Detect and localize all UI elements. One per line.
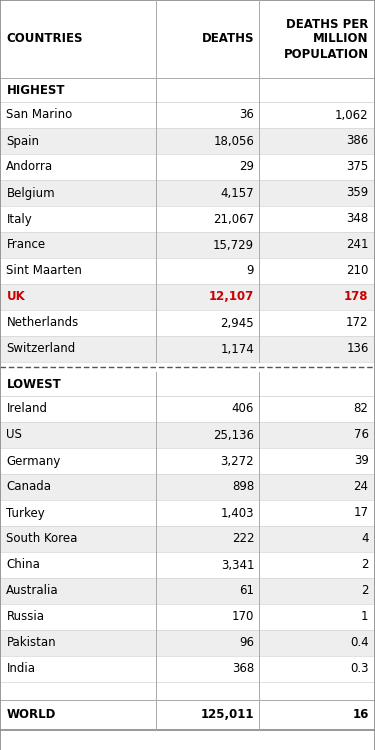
Text: India: India	[6, 662, 35, 676]
Text: UK: UK	[6, 290, 25, 304]
Text: 18,056: 18,056	[213, 134, 254, 148]
Bar	[0, 258, 375, 284]
Text: 375: 375	[346, 160, 369, 173]
Text: 359: 359	[346, 187, 369, 200]
Text: 241: 241	[346, 238, 369, 251]
Text: Andorra: Andorra	[6, 160, 54, 173]
Bar	[0, 154, 375, 180]
Bar	[0, 362, 375, 372]
Bar	[0, 310, 375, 336]
Text: 2: 2	[361, 584, 369, 598]
Text: 210: 210	[346, 265, 369, 278]
Text: San Marino: San Marino	[6, 109, 73, 122]
Text: 0.4: 0.4	[350, 637, 369, 650]
Bar	[0, 474, 375, 500]
Text: DEATHS PER
MILLION
POPULATION: DEATHS PER MILLION POPULATION	[284, 17, 369, 61]
Text: 406: 406	[232, 403, 254, 416]
Bar	[0, 180, 375, 206]
Text: Germany: Germany	[6, 454, 61, 467]
Text: Belgium: Belgium	[6, 187, 55, 200]
Bar	[0, 372, 375, 396]
Text: 898: 898	[232, 481, 254, 494]
Text: 24: 24	[354, 481, 369, 494]
Text: 36: 36	[239, 109, 254, 122]
Text: 1: 1	[361, 610, 369, 623]
Text: 15,729: 15,729	[213, 238, 254, 251]
Text: 82: 82	[354, 403, 369, 416]
Text: 4: 4	[361, 532, 369, 545]
Bar	[0, 500, 375, 526]
Text: 9: 9	[247, 265, 254, 278]
Text: 3,272: 3,272	[220, 454, 254, 467]
Bar	[0, 422, 375, 448]
Text: 2,945: 2,945	[220, 316, 254, 329]
Text: 12,107: 12,107	[209, 290, 254, 304]
Text: 4,157: 4,157	[220, 187, 254, 200]
Text: 125,011: 125,011	[201, 709, 254, 722]
Text: Australia: Australia	[6, 584, 59, 598]
Text: COUNTRIES: COUNTRIES	[6, 32, 83, 46]
Text: Spain: Spain	[6, 134, 39, 148]
Text: Canada: Canada	[6, 481, 51, 494]
Text: LOWEST: LOWEST	[6, 377, 61, 391]
Text: Russia: Russia	[6, 610, 44, 623]
Text: 96: 96	[239, 637, 254, 650]
Text: 61: 61	[239, 584, 254, 598]
Text: 39: 39	[354, 454, 369, 467]
Bar	[0, 102, 375, 128]
Text: 170: 170	[232, 610, 254, 623]
Text: Ireland: Ireland	[6, 403, 47, 416]
Bar	[0, 682, 375, 700]
Text: Pakistan: Pakistan	[6, 637, 56, 650]
Text: 178: 178	[344, 290, 369, 304]
Bar	[0, 284, 375, 310]
Text: 2: 2	[361, 559, 369, 572]
Text: 1,062: 1,062	[335, 109, 369, 122]
Text: 76: 76	[354, 428, 369, 442]
Text: 172: 172	[346, 316, 369, 329]
Bar	[0, 630, 375, 656]
Bar	[0, 336, 375, 362]
Text: Sint Maarten: Sint Maarten	[6, 265, 82, 278]
Bar	[0, 232, 375, 258]
Text: 222: 222	[232, 532, 254, 545]
Text: WORLD: WORLD	[6, 709, 56, 722]
Text: 16: 16	[352, 709, 369, 722]
Text: 3,341: 3,341	[221, 559, 254, 572]
Bar	[0, 526, 375, 552]
Text: 368: 368	[232, 662, 254, 676]
Text: 29: 29	[239, 160, 254, 173]
Text: France: France	[6, 238, 45, 251]
Bar	[0, 448, 375, 474]
Bar	[0, 206, 375, 232]
Text: Turkey: Turkey	[6, 506, 45, 520]
Text: 1,174: 1,174	[220, 343, 254, 355]
Text: DEATHS: DEATHS	[202, 32, 254, 46]
Bar	[0, 656, 375, 682]
Text: Italy: Italy	[6, 212, 32, 226]
Text: Switzerland: Switzerland	[6, 343, 76, 355]
Text: 386: 386	[346, 134, 369, 148]
Text: China: China	[6, 559, 40, 572]
Bar	[0, 578, 375, 604]
Text: 136: 136	[346, 343, 369, 355]
Text: 21,067: 21,067	[213, 212, 254, 226]
Bar	[0, 604, 375, 630]
Text: HIGHEST: HIGHEST	[6, 83, 65, 97]
Text: South Korea: South Korea	[6, 532, 78, 545]
Text: 17: 17	[354, 506, 369, 520]
Text: 348: 348	[346, 212, 369, 226]
Bar	[0, 700, 375, 730]
Bar	[0, 78, 375, 102]
Bar	[0, 0, 375, 78]
Text: 1,403: 1,403	[221, 506, 254, 520]
Text: 0.3: 0.3	[350, 662, 369, 676]
Text: 25,136: 25,136	[213, 428, 254, 442]
Text: Netherlands: Netherlands	[6, 316, 79, 329]
Text: US: US	[6, 428, 22, 442]
Bar	[0, 396, 375, 422]
Bar	[0, 552, 375, 578]
Bar	[0, 128, 375, 154]
